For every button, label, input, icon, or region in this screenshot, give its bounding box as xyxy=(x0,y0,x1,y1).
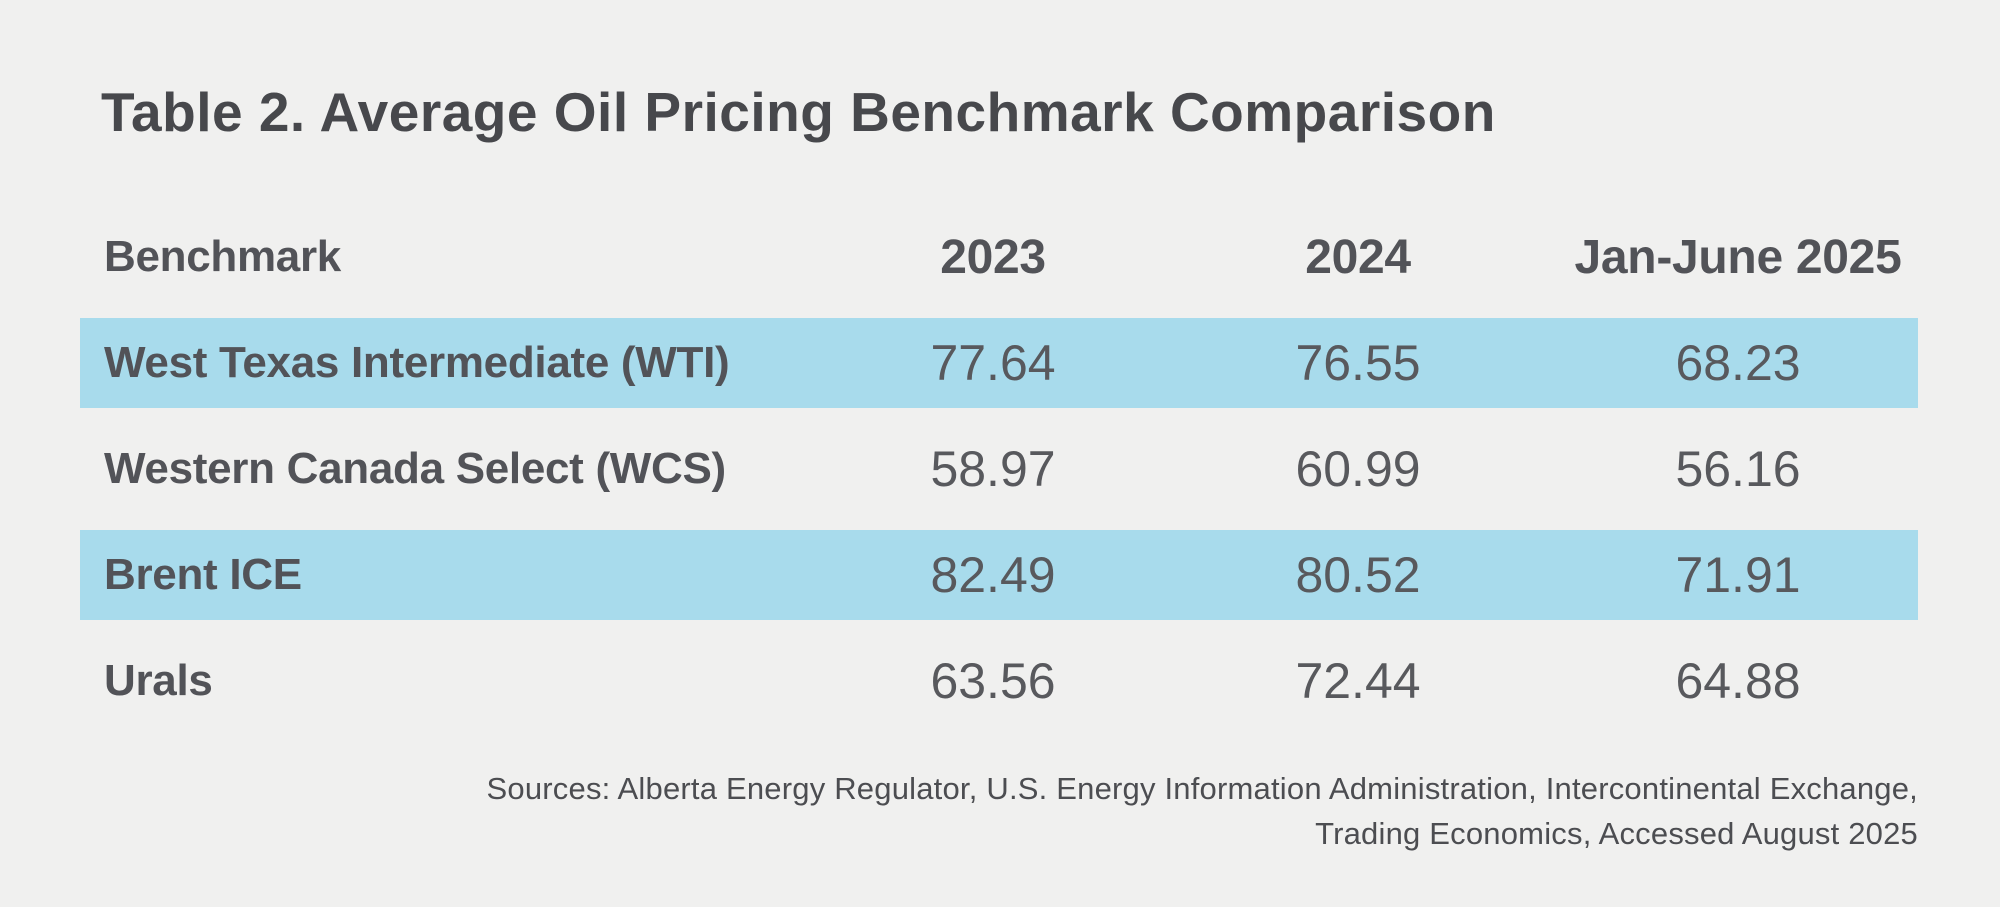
benchmark-table: Benchmark 2023 2024 Jan-June 2025 West T… xyxy=(80,212,1918,726)
brent-value-2024: 80.52 xyxy=(1295,547,1421,603)
wti-value-2024: 76.55 xyxy=(1295,335,1421,391)
wti-value-2023: 77.64 xyxy=(930,335,1056,391)
row-label-urals: Urals xyxy=(104,656,213,705)
table-row-wti: West Texas Intermediate (WTI) 77.64 76.5… xyxy=(80,318,1918,408)
brent-value-2025: 71.91 xyxy=(1675,547,1801,603)
table-row-wcs: Western Canada Select (WCS) 58.97 60.99 … xyxy=(80,424,1918,514)
urals-value-2023: 63.56 xyxy=(930,653,1056,709)
table-header-row: Benchmark 2023 2024 Jan-June 2025 xyxy=(80,212,1918,302)
figure-title: Table 2. Average Oil Pricing Benchmark C… xyxy=(101,81,1496,143)
table-row-urals: Urals 63.56 72.44 64.88 xyxy=(80,636,1918,726)
row-label-brent: Brent ICE xyxy=(104,550,302,599)
wcs-value-2023: 58.97 xyxy=(930,441,1056,497)
column-header-benchmark: Benchmark xyxy=(104,232,341,281)
table-row-brent: Brent ICE 82.49 80.52 71.91 xyxy=(80,530,1918,620)
wti-value-2025: 68.23 xyxy=(1675,335,1801,391)
source-note-line-2: Trading Economics, Accessed August 2025 xyxy=(1315,816,1918,851)
column-header-2023: 2023 xyxy=(940,230,1046,284)
brent-value-2023: 82.49 xyxy=(930,547,1056,603)
row-label-wti: West Texas Intermediate (WTI) xyxy=(104,338,730,387)
urals-value-2025: 64.88 xyxy=(1675,653,1801,709)
wcs-value-2024: 60.99 xyxy=(1295,441,1421,497)
urals-value-2024: 72.44 xyxy=(1295,653,1421,709)
column-header-2024: 2024 xyxy=(1305,230,1411,284)
wcs-value-2025: 56.16 xyxy=(1675,441,1801,497)
source-note: Sources: Alberta Energy Regulator, U.S. … xyxy=(487,766,1918,856)
source-note-line-1: Sources: Alberta Energy Regulator, U.S. … xyxy=(486,771,1918,806)
column-header-jan-june-2025: Jan-June 2025 xyxy=(1574,230,1902,284)
row-label-wcs: Western Canada Select (WCS) xyxy=(104,444,726,493)
